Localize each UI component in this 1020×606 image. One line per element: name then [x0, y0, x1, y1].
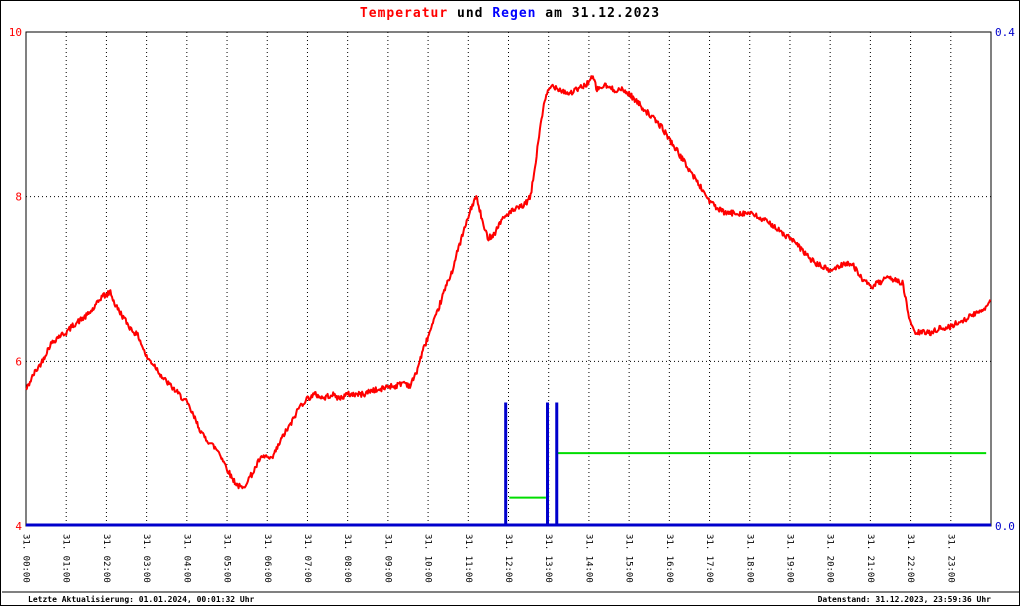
x-axis-tick-label: 31. 07:00 [302, 534, 312, 583]
x-axis-tick-label: 31. 02:00 [101, 534, 111, 583]
x-axis-tick-label: 31. 17:00 [704, 534, 714, 583]
x-axis-tick-label: 31. 10:00 [423, 534, 433, 583]
x-axis-tick-label: 31. 01:00 [61, 534, 71, 583]
x-axis-tick-label: 31. 05:00 [222, 534, 232, 583]
left-axis-tick-label: 4 [15, 520, 22, 533]
x-axis-tick-label: 31. 03:00 [141, 534, 151, 583]
x-axis-tick-label: 31. 04:00 [181, 534, 191, 583]
x-axis-tick-label: 31. 06:00 [262, 534, 272, 583]
x-axis-tick-label: 31. 19:00 [784, 534, 794, 583]
title-word-und: und [448, 6, 493, 21]
left-axis-tick-label: 8 [15, 191, 22, 204]
x-axis-tick-label: 31. 15:00 [624, 534, 634, 583]
x-axis-tick-label: 31. 12:00 [503, 534, 513, 583]
footer-data-state: Datenstand: 31.12.2023, 23:59:36 Uhr [817, 595, 991, 604]
right-axis-tick-label: 0.0 [995, 520, 1015, 533]
x-axis-tick-label: 31. 00:00 [21, 534, 31, 583]
title-word-temperature: Temperatur [359, 6, 449, 21]
plot-border [25, 31, 992, 527]
x-axis-tick-label: 31. 11:00 [463, 534, 473, 583]
temperature-line [25, 75, 992, 490]
x-axis-tick-label: 31. 09:00 [382, 534, 392, 583]
left-axis-tick-label: 6 [15, 355, 22, 368]
x-axis-tick-label: 31. 13:00 [543, 534, 553, 583]
x-axis-tick-label: 31. 08:00 [342, 534, 352, 583]
right-axis-tick-label: 0.4 [995, 26, 1015, 39]
x-axis-tick-label: 31. 20:00 [825, 534, 835, 583]
left-axis-tick-label: 10 [9, 26, 22, 39]
x-axis-tick-label: 31. 21:00 [865, 534, 875, 583]
title-word-rain: Regen [492, 6, 537, 21]
x-axis-tick-label: 31. 14:00 [583, 534, 593, 583]
x-axis-tick-label: 31. 18:00 [744, 534, 754, 583]
x-axis-tick-label: 31. 22:00 [905, 534, 915, 583]
title-word-date: am 31.12.2023 [536, 6, 661, 21]
x-axis-tick-label: 31. 16:00 [664, 534, 674, 583]
chart-title: Temperatur und Regen am 31.12.2023 [1, 6, 1019, 21]
x-axis-tick-label: 31. 23:00 [945, 534, 955, 583]
footer-last-update: Letzte Aktualisierung: 01.01.2024, 00:01… [28, 595, 255, 604]
